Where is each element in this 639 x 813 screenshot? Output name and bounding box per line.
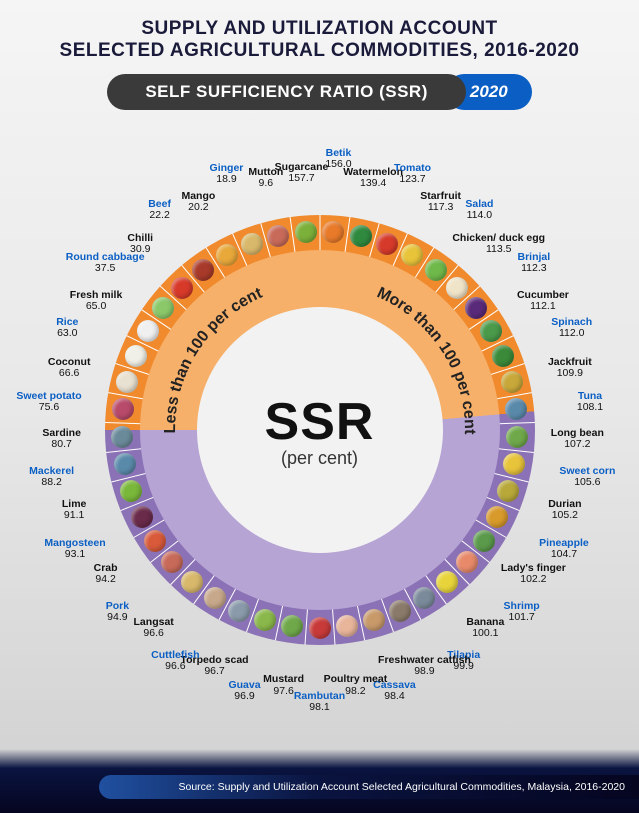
- commodity-icon: [254, 609, 276, 631]
- commodity-icon: [295, 221, 317, 243]
- title-line-2: SELECTED AGRICULTURAL COMMODITIES, 2016-…: [10, 40, 629, 62]
- commodity-label: Chilli30.9: [127, 233, 153, 255]
- commodity-icon: [505, 398, 527, 420]
- commodity-label: Durian105.2: [548, 499, 581, 521]
- commodity-icon: [425, 259, 447, 281]
- commodity-icon: [413, 587, 435, 609]
- commodity-icon: [116, 371, 138, 393]
- center-subtitle: (per cent): [281, 448, 358, 469]
- commodity-icon: [137, 320, 159, 342]
- commodity-icon: [492, 345, 514, 367]
- commodity-label: Coconut66.6: [48, 357, 91, 379]
- commodity-icon: [112, 398, 134, 420]
- ring-inner: SSR (per cent): [197, 307, 443, 553]
- commodity-icon: [152, 297, 174, 319]
- commodity-label: Beef22.2: [148, 199, 171, 221]
- commodity-label: Shrimp101.7: [504, 601, 540, 623]
- commodity-icon: [465, 297, 487, 319]
- commodity-label: Pork94.9: [106, 601, 129, 623]
- commodity-label: Tomato123.7: [394, 163, 431, 185]
- commodity-icon: [131, 506, 153, 528]
- commodity-icon: [171, 277, 193, 299]
- commodity-icon: [456, 551, 478, 573]
- commodity-icon: [309, 617, 331, 639]
- commodity-icon: [120, 480, 142, 502]
- commodity-icon: [144, 530, 166, 552]
- commodity-label: Long bean107.2: [551, 428, 604, 450]
- commodity-label: Mutton9.6: [248, 167, 283, 189]
- commodity-icon: [436, 571, 458, 593]
- commodity-label: Cuttlefish96.6: [151, 650, 199, 672]
- commodity-label: Langsat96.6: [134, 617, 174, 639]
- header: SUPPLY AND UTILIZATION ACCOUNT SELECTED …: [0, 0, 639, 120]
- ssr-radial-chart: More than 100 per cent Less than 100 per…: [10, 120, 630, 740]
- footer: Source: Supply and Utilization Account S…: [0, 749, 639, 813]
- commodity-label: Sweet corn105.6: [559, 466, 615, 488]
- commodity-label: Sardine80.7: [42, 428, 81, 450]
- commodity-label: Brinjal112.3: [517, 252, 550, 274]
- commodity-icon: [506, 426, 528, 448]
- commodity-icon: [125, 345, 147, 367]
- pill-main: SELF SUFFICIENCY RATIO (SSR): [107, 74, 466, 110]
- footer-source: Source: Supply and Utilization Account S…: [99, 775, 639, 799]
- commodity-icon: [161, 551, 183, 573]
- commodity-icon: [501, 371, 523, 393]
- commodity-icon: [389, 600, 411, 622]
- commodity-icon: [350, 225, 372, 247]
- commodity-label: Mustard97.6: [263, 674, 304, 696]
- commodity-label: Lady's finger102.2: [501, 563, 566, 585]
- commodity-label: Crab94.2: [94, 563, 118, 585]
- commodity-label: Mango20.2: [181, 191, 215, 213]
- commodity-icon: [473, 530, 495, 552]
- commodity-icon: [204, 587, 226, 609]
- commodity-label: Cucumber112.1: [517, 290, 569, 312]
- commodity-label: Starfruit117.3: [420, 191, 461, 213]
- commodity-icon: [486, 506, 508, 528]
- commodity-label: Ginger18.9: [210, 163, 244, 185]
- commodity-icon: [363, 609, 385, 631]
- commodity-label: Fresh milk65.0: [70, 290, 123, 312]
- commodity-label: Guava96.9: [228, 680, 260, 702]
- commodity-icon: [216, 244, 238, 266]
- commodity-label: Freshwater catfish98.9: [378, 655, 471, 677]
- commodity-icon: [497, 480, 519, 502]
- commodity-label: Pineapple104.7: [539, 538, 589, 560]
- commodity-label: Lime91.1: [62, 499, 87, 521]
- commodity-label: Jackfruit109.9: [548, 357, 592, 379]
- commodity-icon: [114, 453, 136, 475]
- commodity-label: Salad114.0: [465, 199, 493, 221]
- commodity-icon: [401, 244, 423, 266]
- title-line-1: SUPPLY AND UTILIZATION ACCOUNT: [10, 18, 629, 40]
- commodity-icon: [503, 453, 525, 475]
- pill-row: SELF SUFFICIENCY RATIO (SSR) 2020: [10, 74, 629, 110]
- commodity-label: Sweet potato75.6: [16, 391, 81, 413]
- center-title: SSR: [265, 392, 375, 452]
- commodity-icon: [281, 615, 303, 637]
- commodity-label: Rice63.0: [56, 317, 78, 339]
- commodity-label: Mangosteen93.1: [44, 538, 105, 560]
- commodity-icon: [446, 277, 468, 299]
- commodity-icon: [480, 320, 502, 342]
- commodity-label: Mackerel88.2: [29, 466, 74, 488]
- commodity-icon: [267, 225, 289, 247]
- commodity-icon: [376, 233, 398, 255]
- commodity-icon: [241, 233, 263, 255]
- commodity-icon: [111, 426, 133, 448]
- commodity-label: Banana100.1: [466, 617, 504, 639]
- commodity-label: Spinach112.0: [551, 317, 592, 339]
- commodity-icon: [322, 221, 344, 243]
- commodity-icon: [336, 615, 358, 637]
- commodity-icon: [181, 571, 203, 593]
- commodity-icon: [192, 259, 214, 281]
- commodity-icon: [228, 600, 250, 622]
- commodity-label: Tuna108.1: [577, 391, 603, 413]
